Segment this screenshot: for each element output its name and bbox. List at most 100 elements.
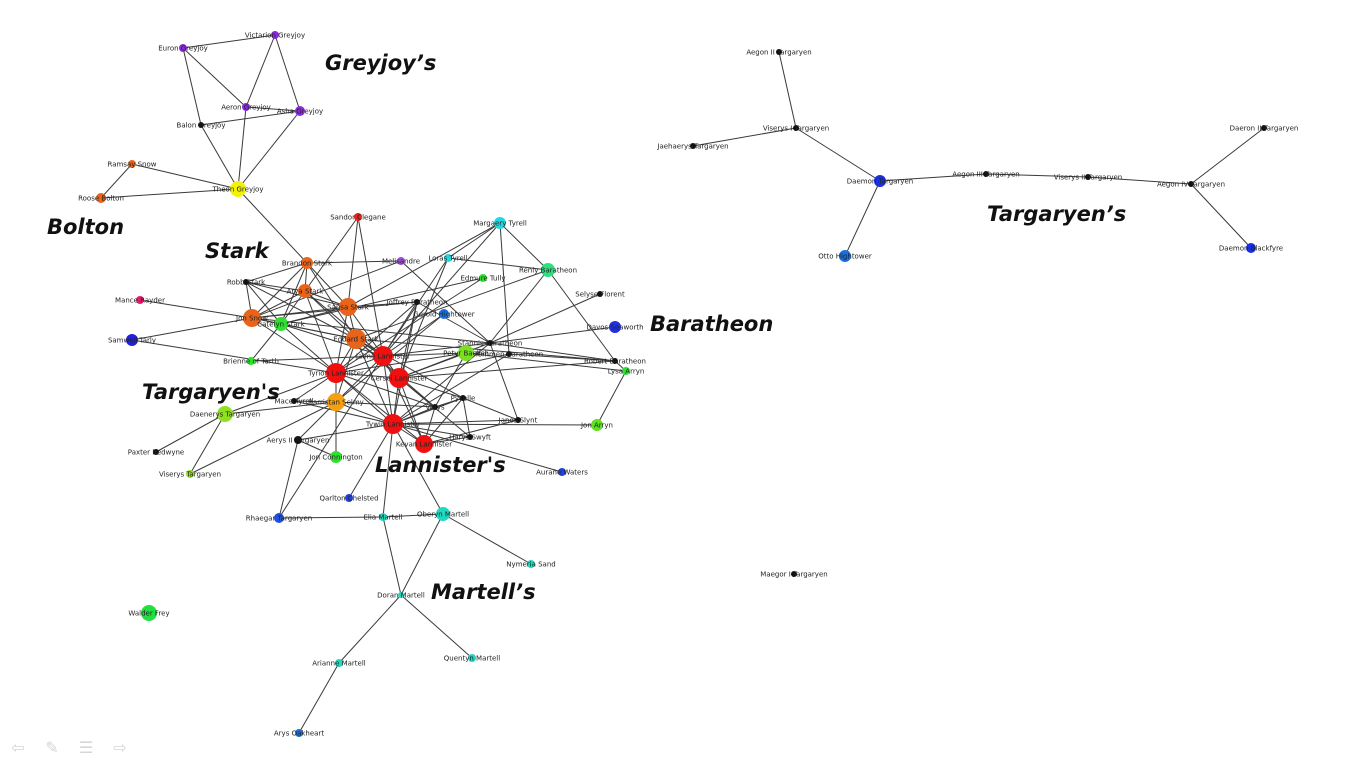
edge-tyrion-tywin [335,372,394,425]
node-layer: Euron Greyjoy Victarion Greyjoy Aeron Grey… [78,31,1298,738]
edge-arya-jaime [304,290,384,357]
node-label-robb: Robb Stark [227,279,266,287]
node-joffrey [414,299,420,305]
node-jaime [373,346,393,366]
edge-tyrion-daenerys [224,372,337,415]
house-label-bolton: Bolton [47,215,124,239]
edge-loras-cersei [398,257,449,379]
node-aurane [558,468,566,476]
edge-tommen-tywin [392,353,510,425]
edge-tywin-oberyn [392,423,444,515]
edge-robb-arya [245,281,306,292]
node-label-joffrey: Joffrey Baratheon [385,299,447,307]
node-label-varys: Varys [425,404,445,412]
node-jon_arryn [591,419,603,431]
node-sandor [354,213,362,221]
edge-euron-victarion [182,34,276,49]
house-label-lannisters: Lannister's [375,453,506,477]
edge-catelyn-eddard [280,323,357,340]
edge-joffrey-stannis [416,301,491,344]
node-oberyn [436,507,450,521]
node-mace [291,398,297,404]
edge-daenerys-barristan [224,401,337,415]
node-barristan [327,393,345,411]
node-label-viserys_t: Viserys Targaryen [159,471,221,479]
node-label-aeron: Aeron Greyjoy [221,104,271,112]
edge-tywin-qarlton [348,423,394,499]
edge-sandor-arya [304,216,359,292]
edge-balon-asha [200,110,301,126]
edge-margaery-loras [447,222,501,259]
node-label-catelyn: Catelyn Stark [257,321,305,329]
edge-tywin-aerys [297,423,394,441]
pen-icon[interactable]: ✎ [45,738,59,757]
node-elia [379,513,387,521]
node-victarion [271,31,279,39]
edge-pycelle-varys [434,397,464,408]
edge-mance-jon_snow [139,299,253,319]
node-arya [298,284,312,298]
menu-icon[interactable]: ☰ [78,738,94,757]
edge-stannis-tywin [392,342,491,425]
edge-margaery-tommen [499,222,510,355]
node-jon_snow [243,309,261,327]
edge-ramsay-roose [100,163,133,199]
node-label-renly: Renly Baratheon [519,267,577,275]
next-slide-icon[interactable]: ⇨ [113,738,127,757]
edge-viserys1-jaehaerys [692,127,797,147]
node-loras [444,254,452,262]
edge-barristan-tywin [335,401,394,425]
node-label-aegon3: Aegon III Targaryen [952,171,1019,179]
node-label-elia: Elia Martell [364,514,403,522]
edge-daemon-otto [844,180,881,257]
node-kevan [415,435,433,453]
node-label-lysa: Lysa Arryn [608,368,645,376]
node-daemon_b [1246,243,1256,253]
edge-jaime-barristan [335,355,384,403]
edge-oberyn-doran [400,513,444,596]
node-label-brienne: Brienne of Tarth [223,358,279,366]
edge-joffrey-jon_snow [251,301,418,319]
node-label-margaery: Margaery Tyrell [473,220,527,228]
node-label-otto: Otto Hightower [818,253,872,261]
house-label-stark: Stark [205,239,271,263]
edge-tommen-cersei [398,353,510,379]
edge-petyr-tyrion [335,352,467,374]
edge-tommen-robert [508,353,616,362]
node-label-ramsay: Ramsay Snow [107,161,156,169]
edge-daenerys-paxter [155,413,226,453]
edge-aegon3-viserys2 [985,173,1089,178]
edge-daemon-aegon3 [879,173,987,182]
node-label-theon: Theon Greyjoy [212,186,264,194]
node-label-arya: Arya Stark [287,288,325,296]
node-catelyn [274,317,288,331]
node-label-roose: Roose Bolton [78,195,124,203]
edge-doran-arianne [338,594,402,664]
edge-barristan-viserys_t [189,401,337,475]
node-label-qarlton: Qarlton Chelsted [319,495,378,503]
edge-robert-cersei [398,360,616,379]
node-label-oberyn: Oberyn Martell [417,511,469,519]
edge-stannis-jaime [382,342,491,357]
edge-aeron-asha [245,106,301,112]
node-label-daemon_b: Daemon Blackfyre [1219,245,1283,253]
node-janos [515,417,521,423]
edge-jaime-brienne [250,355,384,362]
node-pycelle [460,395,466,401]
node-label-doran: Doran Martell [377,592,425,600]
previous-slide-icon[interactable]: ⇦ [11,738,25,757]
edge-elia-doran [382,516,402,596]
node-label-viserys1: Viserys I Targaryen [763,125,829,133]
edge-aegon2-viserys1 [778,51,797,129]
edge-petyr-lysa [465,352,627,372]
node-theon [230,181,246,197]
node-asha [295,106,305,116]
node-arianne [335,659,343,667]
node-davos [609,321,621,333]
node-aeron [242,103,250,111]
edge-balon-theon [200,124,239,190]
node-quentyn [468,654,476,662]
node-label-quentyn: Quentyn Martell [444,655,500,663]
node-brandon [301,257,313,269]
node-aegon3 [983,171,989,177]
